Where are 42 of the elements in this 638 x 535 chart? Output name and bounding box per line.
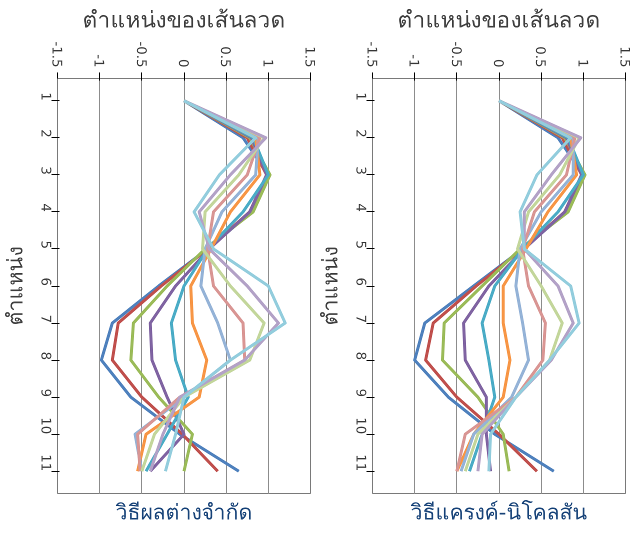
x-tick-label: 0.5 — [217, 46, 232, 68]
y-tick-label: 3 — [352, 166, 368, 175]
chart-title: ตำแหน่งของเส้นลวด — [398, 8, 600, 34]
y-tick-label: 5 — [38, 240, 52, 249]
y-tick-label: 6 — [352, 278, 368, 286]
x-tick-label: 1.5 — [616, 46, 632, 68]
y-tick-label: 11 — [38, 454, 52, 472]
x-tick-label: -1 — [90, 54, 106, 68]
x-axis-title: วิธีผลต่างจำกัด — [116, 500, 252, 526]
x-tick-label: 0 — [175, 59, 190, 68]
y-tick-label: 10 — [352, 417, 368, 434]
y-tick-label: 9 — [38, 388, 52, 398]
y-tick-label: 11 — [352, 454, 368, 472]
x-tick-label: 0.5 — [532, 46, 548, 68]
x-tick-label: -0.5 — [448, 41, 463, 68]
x-tick-label: 1.5 — [302, 46, 316, 68]
y-tick-label: 3 — [38, 166, 52, 175]
x-tick-label: 1 — [574, 59, 590, 68]
y-tick-label: 2 — [38, 129, 52, 138]
y-tick-label: 8 — [38, 352, 52, 360]
y-tick-label: 7 — [352, 314, 368, 324]
y-tick-label: 1 — [38, 92, 52, 101]
y-tick-label: 4 — [352, 203, 368, 212]
y-tick-label: 2 — [352, 129, 368, 138]
chart-title: ตำแหน่งของเส้นลวด — [82, 8, 286, 34]
y-tick-label: 1 — [352, 92, 368, 101]
x-tick-label: -0.5 — [132, 41, 148, 68]
y-tick-label: 7 — [38, 314, 52, 324]
y-axis-title: ตำแหน่ง — [4, 246, 28, 326]
x-tick-label: -1.5 — [364, 41, 378, 68]
y-tick-label: 8 — [352, 352, 368, 360]
x-tick-label: -1.5 — [48, 41, 64, 68]
x-tick-label: 1 — [259, 59, 274, 68]
y-tick-label: 9 — [352, 388, 368, 398]
y-tick-label: 10 — [38, 417, 52, 434]
y-tick-label: 5 — [352, 240, 368, 249]
x-axis-title: วิธีแครงค์-นิโคลสัน — [410, 500, 588, 526]
y-tick-label: 4 — [38, 203, 52, 212]
x-tick-label: 0 — [490, 59, 505, 68]
y-tick-label: 6 — [38, 278, 52, 286]
x-tick-label: -1 — [406, 54, 421, 68]
y-axis-title: ตำแหน่ง — [318, 246, 344, 326]
